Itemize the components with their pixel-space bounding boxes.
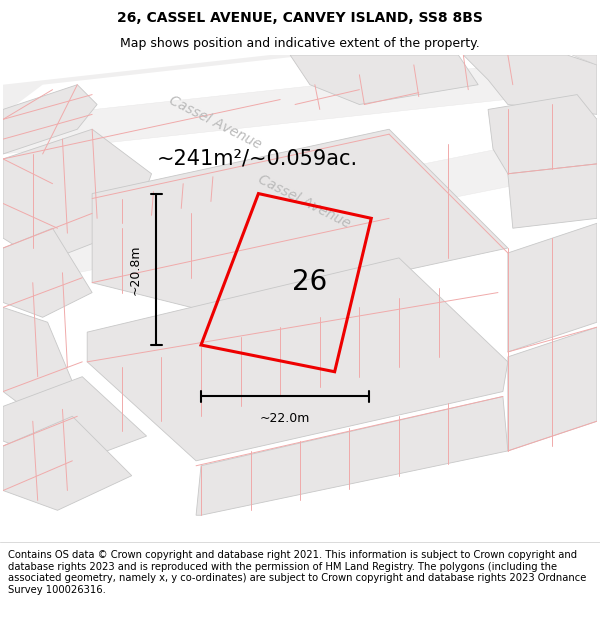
Text: Map shows position and indicative extent of the property.: Map shows position and indicative extent… (120, 38, 480, 51)
Text: Contains OS data © Crown copyright and database right 2021. This information is : Contains OS data © Crown copyright and d… (8, 550, 586, 595)
Polygon shape (87, 258, 508, 461)
Text: ~20.8m: ~20.8m (128, 244, 141, 294)
Polygon shape (508, 328, 597, 451)
Polygon shape (463, 55, 597, 114)
Polygon shape (3, 55, 597, 154)
Polygon shape (508, 223, 597, 352)
Polygon shape (3, 416, 132, 510)
Polygon shape (3, 129, 152, 263)
Polygon shape (92, 129, 508, 312)
Polygon shape (572, 55, 597, 65)
Polygon shape (3, 85, 97, 154)
Polygon shape (3, 308, 73, 406)
Text: Cassel Avenue: Cassel Avenue (166, 93, 263, 152)
Polygon shape (488, 94, 597, 174)
Polygon shape (196, 396, 508, 515)
Text: Cassel Avenue: Cassel Avenue (256, 172, 352, 231)
Polygon shape (290, 55, 478, 104)
Text: 26: 26 (292, 268, 327, 296)
Text: ~22.0m: ~22.0m (260, 412, 310, 425)
Text: ~241m²/~0.059ac.: ~241m²/~0.059ac. (157, 149, 358, 169)
Polygon shape (508, 164, 597, 228)
Polygon shape (3, 55, 310, 114)
Polygon shape (53, 129, 597, 278)
Text: 26, CASSEL AVENUE, CANVEY ISLAND, SS8 8BS: 26, CASSEL AVENUE, CANVEY ISLAND, SS8 8B… (117, 11, 483, 25)
Polygon shape (3, 377, 146, 466)
Polygon shape (3, 228, 92, 318)
